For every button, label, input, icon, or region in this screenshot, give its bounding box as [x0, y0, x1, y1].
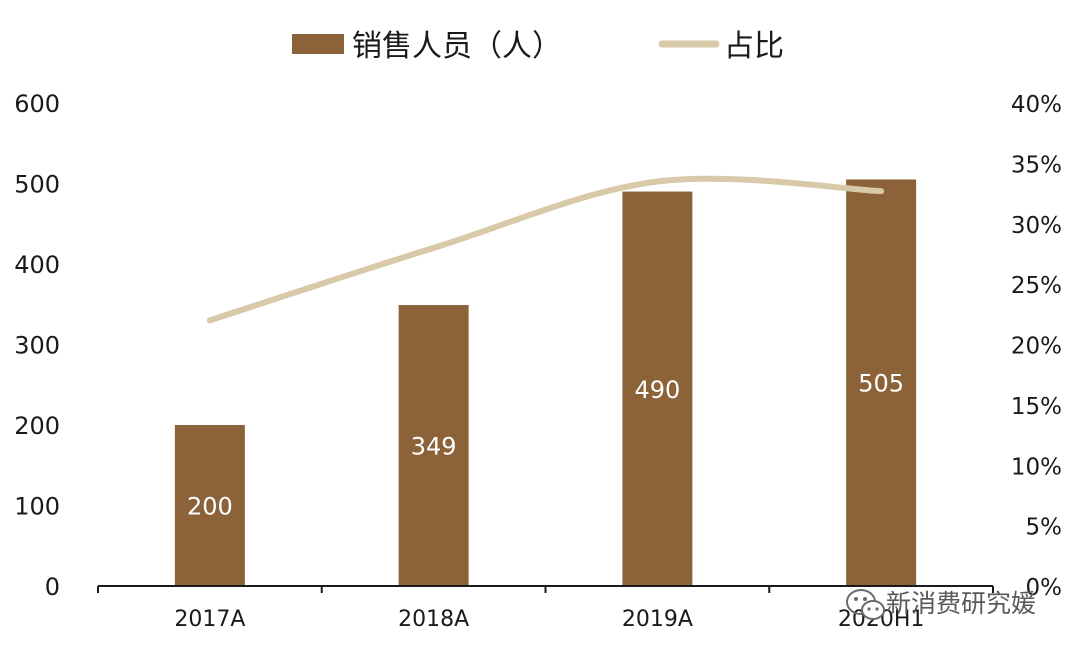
right-axis-tick-label: 20% — [1011, 334, 1062, 360]
right-axis-tick-label: 40% — [1011, 92, 1062, 118]
legend-label-line: 占比 — [724, 29, 784, 64]
line-series — [206, 175, 885, 324]
left-axis-tick-label: 500 — [14, 171, 60, 199]
x-axis-tick-label: 2017A — [174, 607, 245, 632]
bar — [174, 425, 245, 586]
bar — [398, 305, 469, 586]
x-axis: 2017A 2018A 2019A 2020H1 — [97, 585, 994, 632]
right-axis-tick-label: 0% — [1026, 575, 1063, 601]
bar-data-label: 505 — [858, 370, 904, 398]
x-axis-tick-label: 2019A — [622, 607, 693, 632]
right-axis-tick-label: 10% — [1011, 454, 1062, 480]
right-axis: 0% 5% 10% 15% 20% 25% 30% 35% 40% — [1011, 92, 1062, 601]
watermark: 新消费研究媛 — [846, 589, 1036, 620]
watermark-text: 新消费研究媛 — [886, 589, 1036, 618]
right-axis-tick-label: 35% — [1011, 152, 1062, 178]
bar-data-label: 349 — [411, 433, 457, 461]
left-axis-tick-label: 300 — [14, 332, 60, 360]
legend-label-bar: 销售人员（人） — [352, 29, 562, 64]
bar-data-label: 490 — [634, 376, 680, 404]
left-axis-tick-label: 100 — [14, 493, 60, 521]
bar-data-labels: 200 349 490 505 — [187, 370, 904, 521]
x-axis-tick-label: 2018A — [398, 607, 469, 632]
bar-series — [174, 179, 917, 587]
legend: 销售人员（人） 占比 — [292, 29, 784, 64]
left-axis: 0 100 200 300 400 500 600 — [14, 90, 60, 601]
bar — [846, 179, 917, 586]
legend-swatch-bar — [292, 34, 344, 54]
right-axis-tick-label: 25% — [1011, 273, 1062, 299]
bar — [622, 191, 693, 587]
left-axis-tick-label: 400 — [14, 251, 60, 279]
left-axis-tick-label: 600 — [14, 90, 60, 118]
right-axis-tick-label: 5% — [1026, 515, 1063, 541]
ratio-line — [206, 175, 885, 324]
right-axis-tick-label: 15% — [1011, 394, 1062, 420]
left-axis-tick-label: 200 — [14, 412, 60, 440]
wechat-icon — [846, 589, 885, 620]
left-axis-tick-label: 0 — [45, 573, 60, 601]
right-axis-tick-label: 30% — [1011, 213, 1062, 239]
bar-data-label: 200 — [187, 493, 233, 521]
